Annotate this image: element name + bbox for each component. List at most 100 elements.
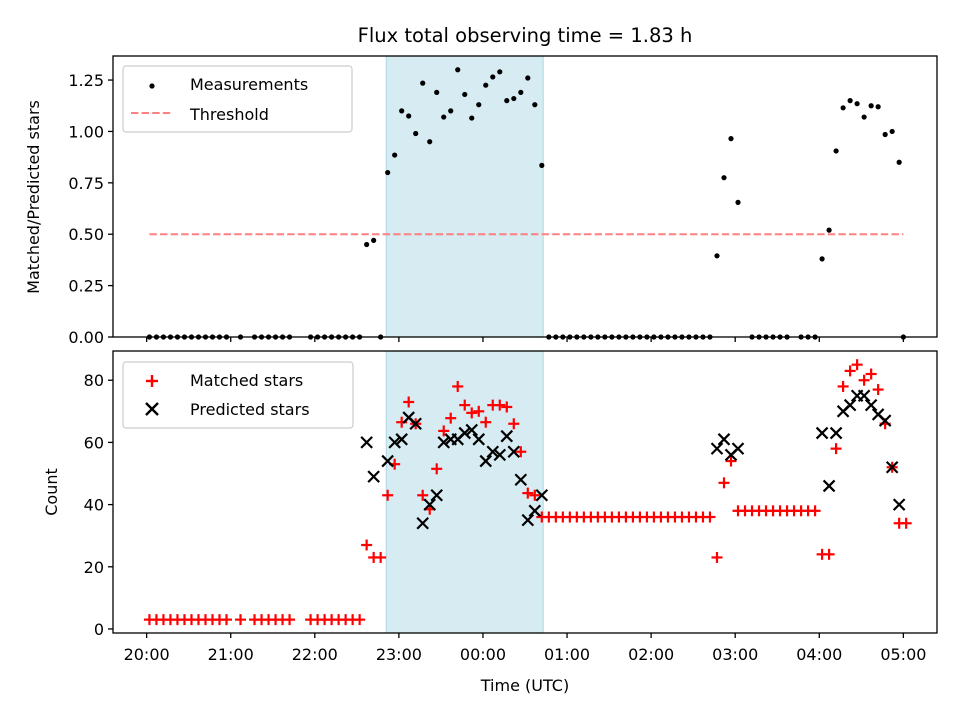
x-tick-label: 03:00 — [712, 645, 758, 664]
predicted-star-point — [864, 398, 878, 412]
predicted-star-point — [430, 488, 443, 502]
measurement-point — [448, 108, 454, 114]
y-tick-label: 20 — [84, 558, 104, 577]
x-tick-label: 00:00 — [460, 645, 506, 664]
matched-star-point — [837, 380, 849, 392]
matched-star-point — [480, 416, 492, 428]
y-tick-label: 0 — [94, 620, 104, 639]
x-tick-label: 23:00 — [376, 645, 422, 664]
matched-star-point — [417, 489, 429, 501]
measurement-point — [819, 256, 825, 262]
measurement-point — [406, 113, 412, 119]
bottom-legend: Matched stars Predicted stars — [122, 361, 354, 429]
matched-star-point — [529, 489, 541, 501]
measurement-point — [427, 139, 433, 145]
measurement-point — [868, 103, 874, 109]
predicted-star-point — [514, 473, 528, 486]
x-axis-label: Time (UTC) — [480, 676, 569, 695]
measurement-point — [371, 237, 377, 243]
predicted-star-point — [416, 516, 429, 530]
bottom-legend-box — [122, 361, 354, 429]
matched-star-point — [809, 505, 821, 517]
matched-star-point — [382, 489, 394, 501]
measurement-point — [826, 227, 832, 233]
predicted-star-point — [500, 429, 514, 443]
matched-star-point — [508, 418, 520, 430]
predicted-stars-points — [360, 389, 906, 530]
x-tick-label: 05:00 — [880, 645, 926, 664]
matched-star-point — [354, 614, 366, 626]
measurement-point — [847, 98, 853, 104]
matched-star-point — [704, 511, 716, 523]
measurement-point — [511, 95, 517, 102]
matched-star-point — [872, 384, 884, 396]
bottom-y-axis-label: Count — [42, 468, 61, 516]
x-tick-label: 20:00 — [124, 645, 170, 664]
predicted-star-point — [843, 398, 857, 412]
predicted-star-point — [486, 445, 500, 459]
bottom-x-ticks: 20:00 21:00 22:00 23:00 00:00 01:00 02:00 03:00… — [124, 633, 926, 664]
x-tick-label: 21:00 — [208, 645, 254, 664]
predicted-star-point — [717, 433, 731, 446]
measurement-point — [434, 89, 440, 95]
matched-star-point — [375, 551, 387, 563]
y-tick-label: 60 — [84, 433, 104, 452]
predicted-star-point — [528, 504, 542, 518]
y-tick-label: 1.25 — [68, 71, 104, 90]
predicted-star-point — [878, 414, 892, 427]
legend-label-threshold: Threshold — [189, 105, 269, 124]
measurement-point — [882, 131, 888, 138]
predicted-star-point — [367, 470, 380, 483]
matched-star-point — [403, 396, 415, 408]
predicted-star-point — [465, 423, 479, 437]
top-shaded-interval — [385, 55, 544, 338]
measurement-point — [714, 253, 720, 259]
measurement-point — [441, 114, 447, 120]
predicted-star-point — [815, 426, 829, 440]
measurement-point — [861, 114, 867, 120]
measurement-point — [875, 104, 881, 110]
y-tick-label: 1.00 — [68, 122, 104, 141]
y-tick-label: 0.50 — [68, 225, 104, 244]
measurement-point — [399, 108, 405, 114]
bottom-y-ticks: 0 20 40 60 80 — [84, 371, 113, 639]
predicted-star-point — [710, 442, 724, 455]
bottom-panel: 0 20 40 60 80 20:00 21:00 22:00 23:00 00:00 01:00… — [42, 350, 938, 695]
predicted-star-point — [437, 436, 450, 449]
predicted-star-point — [479, 454, 493, 468]
matched-star-point — [361, 539, 373, 551]
matched-star-point — [501, 401, 513, 413]
measurement-point — [532, 102, 538, 108]
matched-star-point — [438, 425, 450, 437]
x-tick-label: 04:00 — [796, 645, 842, 664]
measurement-point — [462, 91, 468, 98]
matched-star-point — [844, 365, 856, 377]
x-tick-label: 22:00 — [292, 645, 338, 664]
measurement-point — [469, 115, 475, 121]
predicted-star-point — [493, 448, 507, 462]
y-tick-label: 0.75 — [68, 174, 104, 193]
matched-star-point — [284, 614, 296, 626]
predicted-star-point — [409, 417, 422, 431]
matched-star-point — [830, 443, 842, 455]
matched-star-point — [725, 455, 737, 467]
predicted-star-point — [395, 433, 408, 446]
predicted-star-point — [388, 436, 401, 449]
bottom-axes-frame — [112, 350, 938, 634]
matched-star-point — [823, 548, 835, 560]
legend-label-measurements: Measurements — [190, 75, 308, 94]
matched-star-point — [221, 614, 233, 626]
predicted-star-point — [885, 461, 899, 474]
measurement-point — [833, 148, 839, 154]
matched-star-point — [851, 359, 863, 371]
predicted-star-point — [731, 442, 745, 455]
y-tick-label: 80 — [84, 371, 104, 390]
predicted-star-point — [458, 426, 472, 440]
measurement-point — [476, 102, 482, 108]
predicted-star-point — [892, 498, 906, 511]
y-tick-label: 0.00 — [68, 328, 104, 347]
legend-label-predicted: Predicted stars — [190, 400, 310, 419]
x-tick-label: 02:00 — [628, 645, 674, 664]
top-legend: Measurements Threshold — [122, 65, 353, 133]
